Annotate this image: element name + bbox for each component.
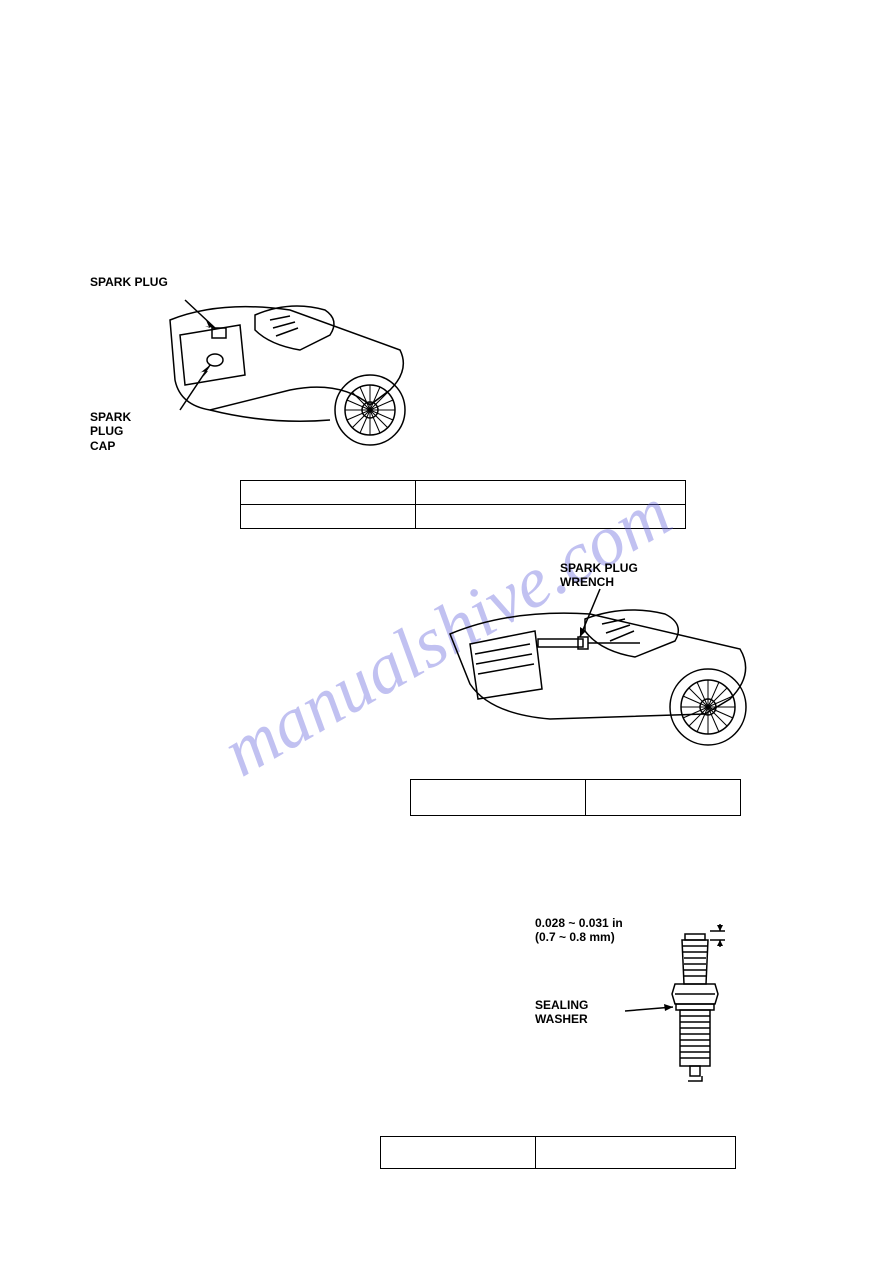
table-cell	[411, 780, 586, 816]
table-cell	[416, 481, 686, 505]
table-cell	[381, 1137, 536, 1169]
label-spark-plug: SPARK PLUG	[90, 275, 168, 289]
table-row	[241, 481, 686, 505]
figure-spark-plug-detail: 0.028 ~ 0.031 in (0.7 ~ 0.8 mm) SEALING …	[510, 916, 760, 1116]
table-2	[410, 779, 741, 816]
table-3	[380, 1136, 736, 1169]
label-spark-plug-wrench: SPARK PLUG WRENCH	[560, 561, 638, 590]
figure-spark-plug-wrench: SPARK PLUG WRENCH	[430, 559, 760, 759]
table-row	[411, 780, 741, 816]
table-cell	[586, 780, 741, 816]
table-cell	[416, 505, 686, 529]
table-row	[241, 505, 686, 529]
label-sealing-washer: SEALING WASHER	[535, 998, 588, 1027]
table-row	[381, 1137, 736, 1169]
table-1	[240, 480, 686, 529]
figure-spark-plug-cap: SPARK PLUG SPARK PLUG CAP	[90, 260, 420, 460]
label-gap-dimension: 0.028 ~ 0.031 in (0.7 ~ 0.8 mm)	[535, 916, 623, 945]
label-spark-plug-cap: SPARK PLUG CAP	[90, 410, 131, 453]
table-cell	[241, 481, 416, 505]
table-cell	[241, 505, 416, 529]
table-cell	[536, 1137, 736, 1169]
